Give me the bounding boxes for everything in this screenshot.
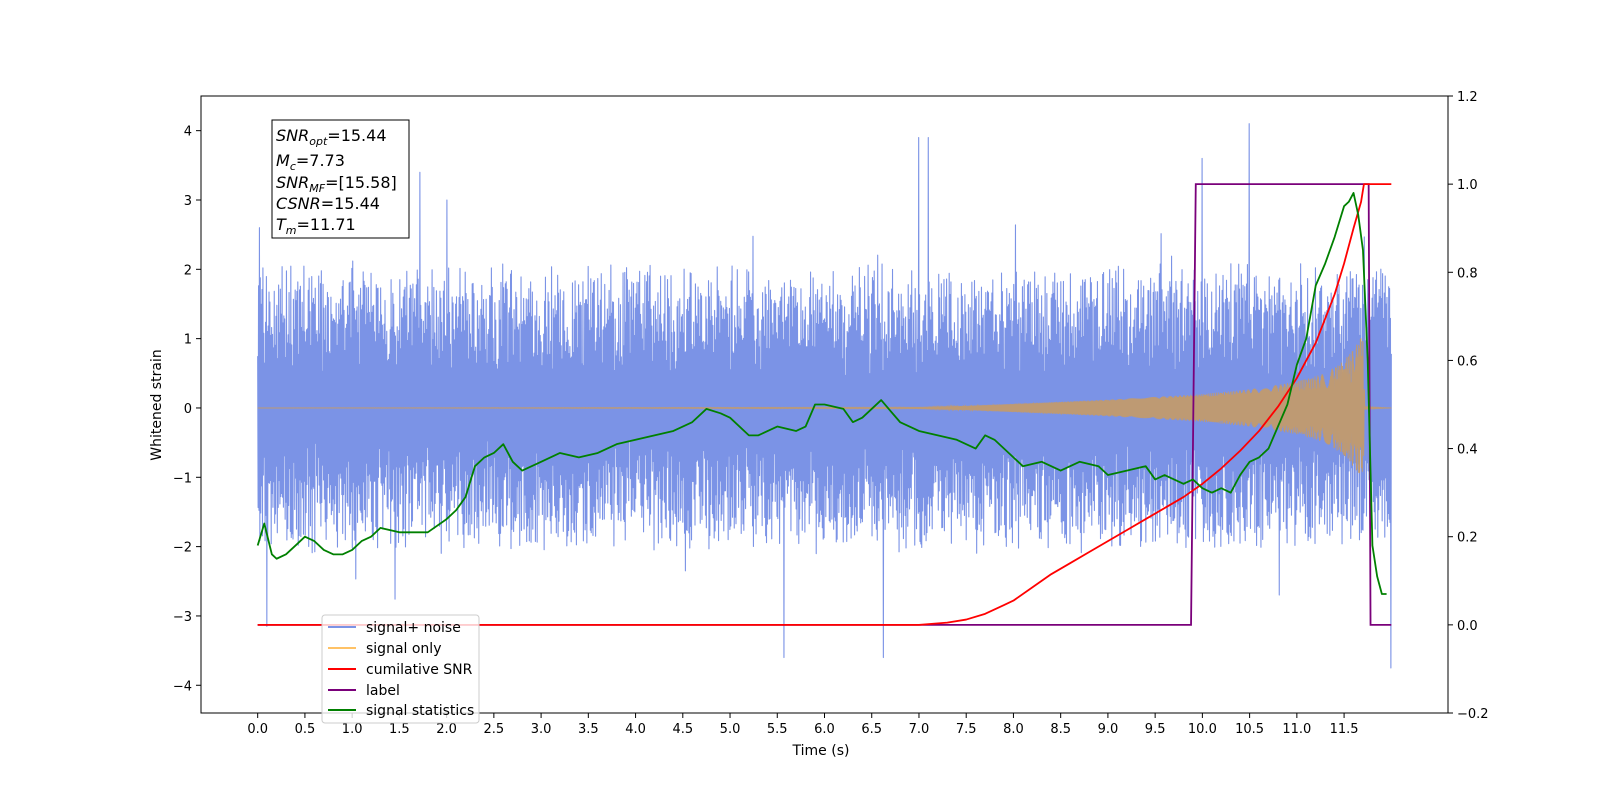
y-tick-label: −4 xyxy=(173,679,192,694)
x-tick-label: 11.0 xyxy=(1282,722,1311,737)
right-y-axis-ticks: 1.2 1.0 0.8 0.6 0.4 0.2 0.0 −0.2 xyxy=(1448,90,1489,722)
y-tick-label: 0 xyxy=(184,402,192,417)
x-tick-label: 3.0 xyxy=(531,722,552,737)
signal-plus-noise-series xyxy=(257,123,1392,669)
x-tick-label: 9.5 xyxy=(1145,722,1166,737)
cumulative-snr-line xyxy=(257,183,1392,626)
legend-label-snr: cumilative SNR xyxy=(366,662,473,678)
stats-annotation: SNRopt=15.44 Mc=7.73 SNRMF=[15.58] CSNR=… xyxy=(271,119,410,239)
x-tick-label: 7.5 xyxy=(956,722,977,737)
x-tick-label: 8.5 xyxy=(1050,722,1071,737)
right-y-tick-label: 0.2 xyxy=(1457,531,1478,546)
signal-plus-noise-line xyxy=(257,123,1392,669)
x-tick-label: 5.0 xyxy=(720,722,741,737)
x-tick-label: 1.0 xyxy=(342,722,363,737)
x-axis-ticks: 0.0 0.5 1.0 1.5 2.0 2.5 3.0 3.5 4.0 4.5 5.0 5.5 6.0 6… xyxy=(247,713,1359,737)
annotation-mc: Mc=7.73 xyxy=(276,151,345,173)
legend-label-label: label xyxy=(366,683,400,699)
y-axis-label: Whitened strain xyxy=(149,349,165,460)
annotation-tm: Tm=11.71 xyxy=(276,215,356,237)
x-tick-label: 1.5 xyxy=(389,722,410,737)
x-tick-label: 7.0 xyxy=(909,722,930,737)
right-axis-series xyxy=(256,183,1392,626)
y-tick-label: 4 xyxy=(184,125,192,140)
annotation-csnr: CSNR=15.44 xyxy=(276,194,380,213)
x-tick-label: 2.5 xyxy=(484,722,505,737)
x-tick-label: 10.0 xyxy=(1188,722,1217,737)
right-y-tick-label: 0.0 xyxy=(1457,619,1478,634)
y-axis-ticks: 4 3 2 1 0 −1 −2 −3 −4 xyxy=(173,125,201,694)
x-tick-label: 4.0 xyxy=(625,722,646,737)
y-tick-label: 1 xyxy=(184,333,192,348)
right-y-tick-label: 1.2 xyxy=(1457,90,1478,105)
x-tick-label: 8.0 xyxy=(1003,722,1024,737)
legend-label-stats: signal statistics xyxy=(366,703,474,719)
x-tick-label: 5.5 xyxy=(767,722,788,737)
legend: signal+ noise signal only cumilative SNR… xyxy=(321,614,480,724)
x-tick-label: 2.0 xyxy=(436,722,457,737)
x-tick-label: 6.0 xyxy=(814,722,835,737)
y-tick-label: 2 xyxy=(184,263,192,278)
y-tick-label: −1 xyxy=(173,471,192,486)
y-tick-label: −3 xyxy=(173,610,192,625)
x-tick-label: 0.5 xyxy=(295,722,316,737)
x-tick-label: 6.5 xyxy=(861,722,882,737)
x-tick-label: 3.5 xyxy=(578,722,599,737)
x-tick-label: 4.5 xyxy=(672,722,693,737)
annotation-snr-opt: SNRopt=15.44 xyxy=(276,126,387,148)
y-tick-label: 3 xyxy=(184,194,192,209)
x-axis-label: Time (s) xyxy=(792,743,850,759)
annotation-snr-mf: SNRMF=[15.58] xyxy=(276,173,397,195)
legend-label-noise: signal+ noise xyxy=(366,620,461,636)
legend-box xyxy=(321,614,480,724)
legend-label-signal: signal only xyxy=(366,641,441,657)
signal-only-line xyxy=(257,338,1392,474)
x-tick-label: 10.5 xyxy=(1235,722,1264,737)
right-y-tick-label: 1.0 xyxy=(1457,178,1478,193)
right-y-tick-label: 0.8 xyxy=(1457,266,1478,281)
signal-only-series xyxy=(257,338,1392,474)
signal-statistics-line xyxy=(256,192,1387,595)
x-tick-label: 0.0 xyxy=(247,722,268,737)
annotation-box xyxy=(271,119,410,239)
x-tick-label: 9.0 xyxy=(1098,722,1119,737)
y-tick-label: −2 xyxy=(173,541,192,556)
right-y-tick-label: −0.2 xyxy=(1457,707,1489,722)
x-tick-label: 11.5 xyxy=(1330,722,1359,737)
label-line xyxy=(257,183,1392,626)
right-y-tick-label: 0.4 xyxy=(1457,443,1478,458)
right-y-tick-label: 0.6 xyxy=(1457,354,1478,369)
